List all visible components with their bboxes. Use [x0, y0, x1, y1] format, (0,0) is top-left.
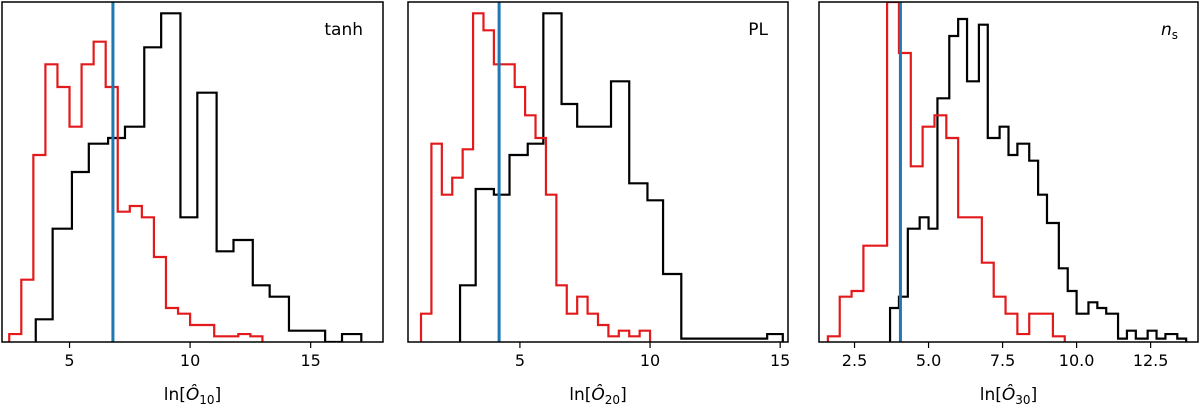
p2-x-tick-label: 10.0 [1059, 351, 1095, 370]
p2-x-axis-label: ln[Ô30] [980, 383, 1037, 407]
p2-x-tick-label: 2.5 [842, 351, 867, 370]
p1-annotation: PL [748, 20, 768, 40]
p2-histogram-series-1 [826, 2, 1066, 342]
p2-x-tick-label: 12.5 [1133, 351, 1169, 370]
p0-histogram-series-1 [8, 40, 264, 342]
p2-x-tick-label: 7.5 [990, 351, 1015, 370]
p0-histogram-series-0 [34, 12, 363, 342]
p0-axes-frame [1, 1, 384, 343]
p2-x-tick-label: 5.0 [916, 351, 941, 370]
p0-x-tick-label: 5 [64, 351, 74, 370]
p1-plot-area [419, 2, 784, 342]
p0-plot-area [8, 2, 363, 342]
p2-plot-area [826, 2, 1188, 342]
p2-axes-frame [818, 1, 1199, 343]
p1-axes-frame [407, 1, 789, 343]
p0-x-axis-label: ln[Ô10] [164, 383, 221, 407]
p1-x-axis-label: ln[Ô20] [569, 383, 626, 407]
panel-tanh: 5 10 15 ln[Ô10] tanh [1, 1, 384, 407]
p1-x-tick-label: 15 [770, 351, 790, 370]
panel-pl: 5 10 15 ln[Ô20] PL [407, 1, 790, 407]
p2-annotation: ns [1161, 20, 1178, 42]
p0-annotation: tanh [324, 20, 363, 40]
p1-histogram-series-0 [458, 12, 784, 342]
panel-ns: 2.5 5.0 7.5 10.0 12.5 ln[Ô30] ns [818, 1, 1199, 407]
p2-histogram-series-0 [888, 17, 1188, 342]
p1-x-tick-label: 10 [640, 351, 660, 370]
p0-x-tick-label: 10 [180, 351, 200, 370]
p1-histogram-series-1 [419, 12, 652, 342]
p1-x-tick-label: 5 [515, 351, 525, 370]
p0-x-tick-label: 15 [300, 351, 320, 370]
